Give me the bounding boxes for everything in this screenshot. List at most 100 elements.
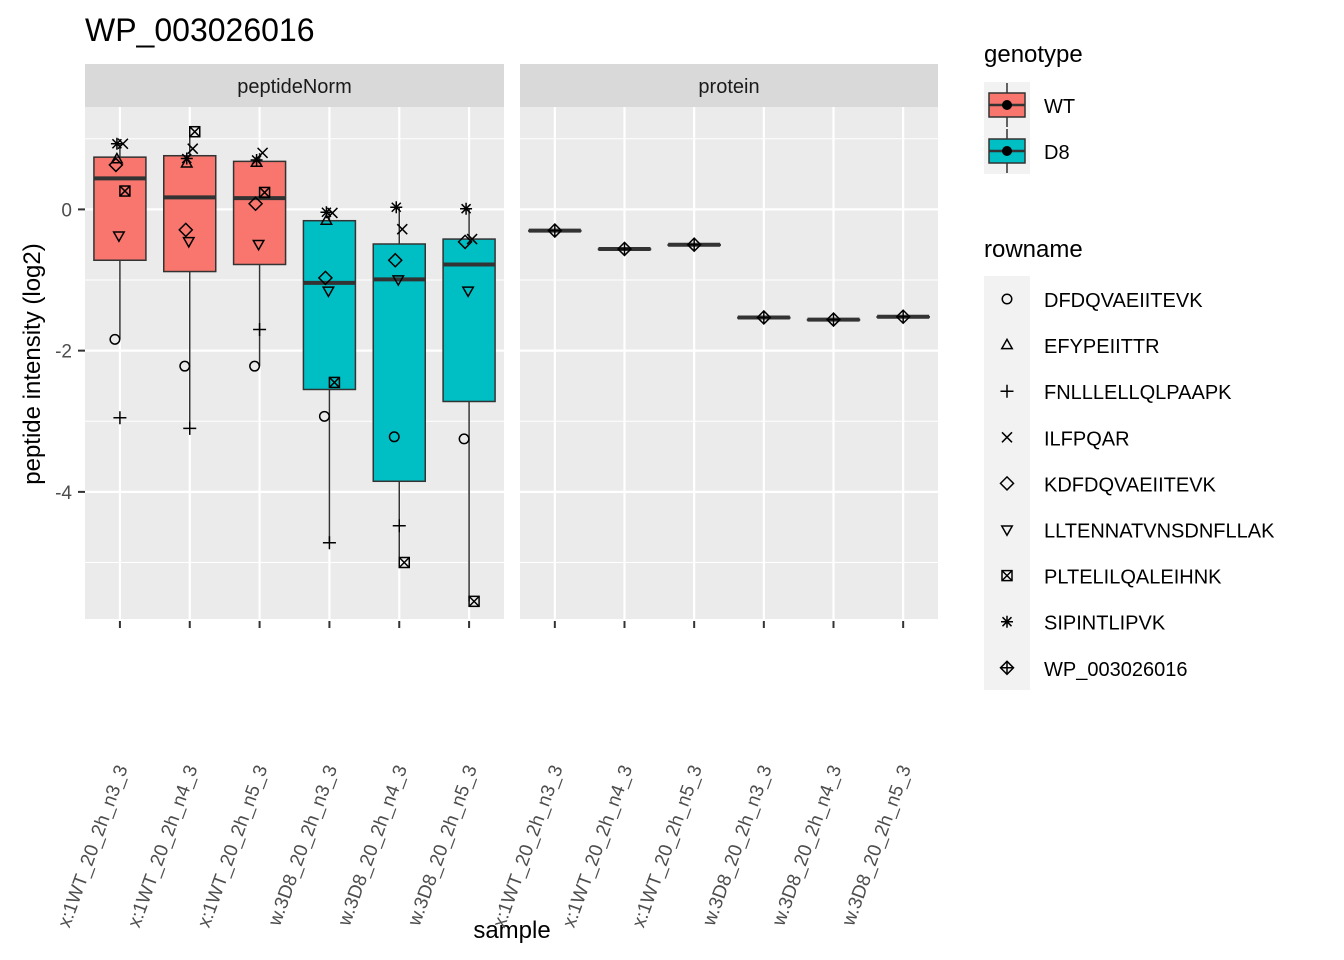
facet-strip-label: protein <box>698 76 759 98</box>
legend-shape-square-cross <box>1001 569 1013 582</box>
legend-rowname-item: EFYPEIITTR <box>1000 336 1160 358</box>
legend-shape-diamond-plus <box>999 660 1015 676</box>
point-peptideNorm-35 <box>387 252 403 268</box>
point-peptideNorm-9 <box>183 421 197 435</box>
legend-key-dot <box>1002 100 1012 110</box>
chart-title: WP_003026016 <box>85 12 315 48</box>
point-peptideNorm-32 <box>388 431 400 443</box>
legend-genotype-item: D8 <box>984 128 1070 174</box>
point-peptideNorm-37 <box>398 556 410 569</box>
facet-strip <box>85 64 504 107</box>
point-protein-0 <box>547 223 563 239</box>
point-peptideNorm-8 <box>179 360 191 372</box>
point-peptideNorm-36 <box>391 275 405 287</box>
point-peptideNorm-27 <box>317 270 333 286</box>
point-peptideNorm-11 <box>178 222 194 238</box>
point-peptideNorm-6 <box>110 137 123 150</box>
point-peptideNorm-5 <box>119 185 131 197</box>
point-peptideNorm-33 <box>392 519 406 533</box>
panel-background <box>520 107 938 619</box>
legend-rowname-title: rowname <box>984 236 1083 263</box>
x-tick-label: w.3D8_20_2h_n5_3 <box>838 763 916 930</box>
point-peptideNorm-21 <box>258 186 271 199</box>
point-peptideNorm-19 <box>248 196 264 212</box>
point-peptideNorm-40 <box>466 233 478 245</box>
legend-shape-circle <box>1001 293 1013 305</box>
x-axis-label: sample <box>473 917 550 944</box>
legend-rowname-label: WP_003026016 <box>1044 659 1187 681</box>
legend-shape-asterisk <box>1001 615 1013 628</box>
facet-strip <box>520 64 938 107</box>
point-peptideNorm-22 <box>250 153 263 166</box>
point-protein-5 <box>895 309 911 325</box>
point-peptideNorm-1 <box>113 411 127 425</box>
legend-rowname-item: KDFDQVAEIITEVK <box>999 474 1217 496</box>
y-tick-label: -2 <box>55 342 72 363</box>
legend-shape-plus <box>1000 384 1014 398</box>
legend-genotype-title: genotype <box>984 41 1083 68</box>
point-peptideNorm-23 <box>250 155 264 168</box>
point-peptideNorm-12 <box>182 236 196 249</box>
legend-rowname-item: WP_003026016 <box>999 659 1187 681</box>
point-peptideNorm-25 <box>322 536 336 550</box>
legend-rowname-label: EFYPEIITTR <box>1044 336 1160 358</box>
legend-shape-cross <box>1001 431 1013 443</box>
point-peptideNorm-13 <box>189 125 201 138</box>
point-peptideNorm-17 <box>253 322 267 336</box>
legend-rowname-label: DFDQVAEIITEVK <box>1044 290 1203 312</box>
legend-rowname-item: SIPINTLIPVK <box>1001 613 1166 635</box>
x-tick-label: x:1WT_20_2h_n5_3 <box>194 763 272 931</box>
box-body <box>93 156 147 261</box>
y-axis-label: peptide intensity (log2) <box>19 243 46 484</box>
x-tick-label: x:1WT_20_2h_n4_3 <box>124 763 202 931</box>
point-peptideNorm-34 <box>396 223 408 235</box>
x-tick-label: w.3D8_20_2h_n3_3 <box>264 763 342 930</box>
x-tick-label: w.3D8_20_2h_n4_3 <box>334 763 412 930</box>
legend-rowname-item: DFDQVAEIITEVK <box>1001 290 1203 312</box>
legend-shape-diamond <box>999 475 1015 491</box>
legend-genotype-item: WT <box>984 82 1075 128</box>
legend-rowname-item: FNLLLELLQLPAAPK <box>1000 382 1232 404</box>
point-protein-1 <box>616 241 633 257</box>
box-peptideNorm-5 <box>442 208 496 602</box>
point-protein-2 <box>686 237 702 253</box>
point-peptideNorm-18 <box>257 147 269 159</box>
y-tick-label: -4 <box>55 483 72 504</box>
box-peptideNorm-0 <box>93 143 147 340</box>
legend-genotype-label: WT <box>1044 96 1075 118</box>
point-peptideNorm-7 <box>110 151 124 164</box>
legend-rowname: rowname DFDQVAEIITEVK EFYPEIITTR FNLLLELLQL… <box>984 236 1275 690</box>
box-body <box>163 154 217 273</box>
point-peptideNorm-44 <box>460 202 473 215</box>
box-body <box>302 219 357 391</box>
point-peptideNorm-10 <box>187 143 199 155</box>
legend-rowname-label: ILFPQAR <box>1044 428 1130 450</box>
point-peptideNorm-43 <box>468 595 480 608</box>
point-peptideNorm-0 <box>109 333 121 345</box>
legend-rowname-item: LLTENNATVNSDNFLLAK <box>1000 521 1275 543</box>
point-peptideNorm-29 <box>328 376 341 389</box>
x-tick-label: x:1WT_20_2h_n4_3 <box>559 763 637 931</box>
point-peptideNorm-30 <box>320 206 333 219</box>
point-protein-3 <box>756 309 772 326</box>
point-peptideNorm-42 <box>461 286 475 298</box>
legend-genotype-label: D8 <box>1044 142 1070 164</box>
legend-rowname-label: KDFDQVAEIITEVK <box>1044 474 1217 496</box>
facet-panel-peptideNorm: peptideNormx:1WT_20_2h_n3_3x:1WT_20_2h_n… <box>54 64 504 931</box>
point-peptideNorm-39 <box>458 433 470 445</box>
x-tick-label: w.3D8_20_2h_n4_3 <box>768 763 846 930</box>
x-tick-label: x:1WT_20_2h_n5_3 <box>629 763 707 931</box>
legend-rowname-label: SIPINTLIPVK <box>1044 613 1166 635</box>
legend-shape-triangle-down <box>1000 525 1014 537</box>
point-peptideNorm-15 <box>180 156 194 168</box>
legend-rowname-label: FNLLLELLQLPAAPK <box>1044 382 1232 404</box>
legend-shape-triangle-up <box>1000 337 1014 350</box>
legend-rowname-label: LLTENNATVNSDNFLLAK <box>1044 521 1275 543</box>
facet-strip-label: peptideNorm <box>237 76 352 98</box>
legend-rowname-item: PLTELILQALEIHNK <box>1001 567 1222 589</box>
x-tick-label: w.3D8_20_2h_n5_3 <box>404 763 482 930</box>
point-peptideNorm-24 <box>318 410 330 422</box>
point-protein-4 <box>825 312 842 328</box>
point-peptideNorm-41 <box>457 234 473 250</box>
legend-genotype: genotype WT D8 <box>984 41 1083 174</box>
